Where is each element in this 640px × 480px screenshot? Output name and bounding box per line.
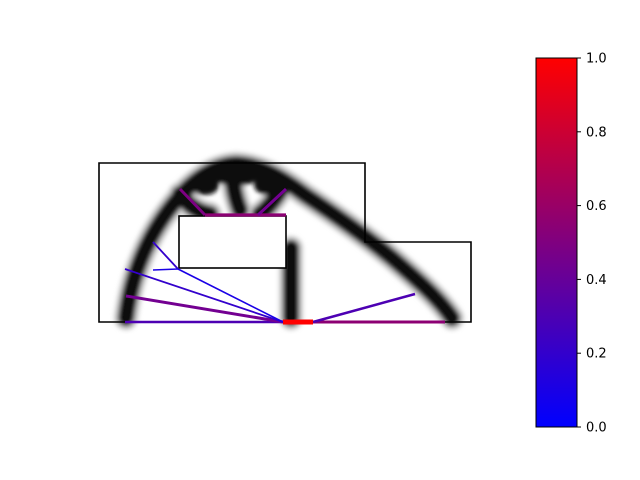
- colorbar-frame: [535, 57, 578, 428]
- colorbar-tick-label: 0.4: [586, 273, 607, 288]
- density-field: [114, 152, 464, 330]
- member-left-fan-upper: [152, 241, 179, 270]
- inner-hole: [178, 215, 287, 269]
- member-right-diagonal: [312, 292, 416, 324]
- colorbar: 0.0 0.2 0.4 0.6 0.8 1.0: [535, 52, 607, 436]
- member-left-fan-long: [125, 294, 284, 324]
- member-left-fan-short: [177, 268, 284, 323]
- colorbar-ticks: 0.0 0.2 0.4 0.6 0.8 1.0: [577, 52, 607, 436]
- member-left-fan-mid: [124, 268, 284, 323]
- truss-members: [124, 187, 445, 325]
- colorbar-gradient: [536, 58, 577, 427]
- colorbar-tick-label: 0.6: [586, 199, 607, 214]
- colorbar-tick-label: 0.2: [586, 347, 607, 362]
- colorbar-tick-label: 0.8: [586, 125, 607, 140]
- member-top-left-strut: [178, 187, 207, 217]
- colorbar-tick-label: 0.0: [586, 421, 607, 436]
- member-top-right-strut: [256, 187, 288, 217]
- member-inner-tie: [152, 268, 179, 271]
- colorbar-tick-label: 1.0: [586, 52, 607, 67]
- domain-outline: [98, 162, 472, 323]
